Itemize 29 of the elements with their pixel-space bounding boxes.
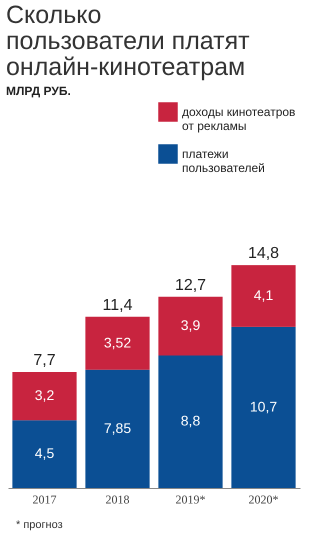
data-label: 4,5 [34, 445, 54, 462]
bar [231, 265, 296, 327]
data-label: 4,1 [254, 287, 274, 304]
bar [231, 326, 296, 488]
data-label: 3,52 [104, 334, 132, 350]
chart-subtitle: МЛРД РУБ. [5, 83, 72, 98]
data-label: 8,8 [180, 412, 200, 429]
data-label: 3,9 [180, 317, 200, 334]
x-tick-label: 2018 [106, 492, 130, 506]
bar [12, 372, 77, 420]
bar [85, 316, 150, 370]
legend-label: доходы кинотеатров от рекламы [182, 105, 296, 133]
total-label: 11,4 [102, 296, 133, 314]
x-tick-label: 2017 [32, 492, 56, 506]
bar [158, 296, 223, 356]
bar [158, 355, 223, 488]
legend-label: платежи пользователей [182, 147, 265, 175]
bar [12, 420, 77, 488]
data-label: 10,7 [250, 398, 278, 414]
total-label: 12,7 [174, 276, 206, 294]
data-label: 3,2 [34, 387, 54, 404]
data-label: 7,85 [104, 420, 132, 436]
x-tick-label: 2019* [176, 492, 206, 506]
text: * прогноз [15, 519, 64, 531]
total-label: 7,7 [33, 352, 56, 370]
bar [85, 370, 150, 488]
chart-title: Сколько пользователи платят онлайн-кинотеатрам [5, 0, 251, 81]
x-tick-label: 2020* [248, 492, 278, 506]
total-label: 14,8 [248, 245, 280, 262]
